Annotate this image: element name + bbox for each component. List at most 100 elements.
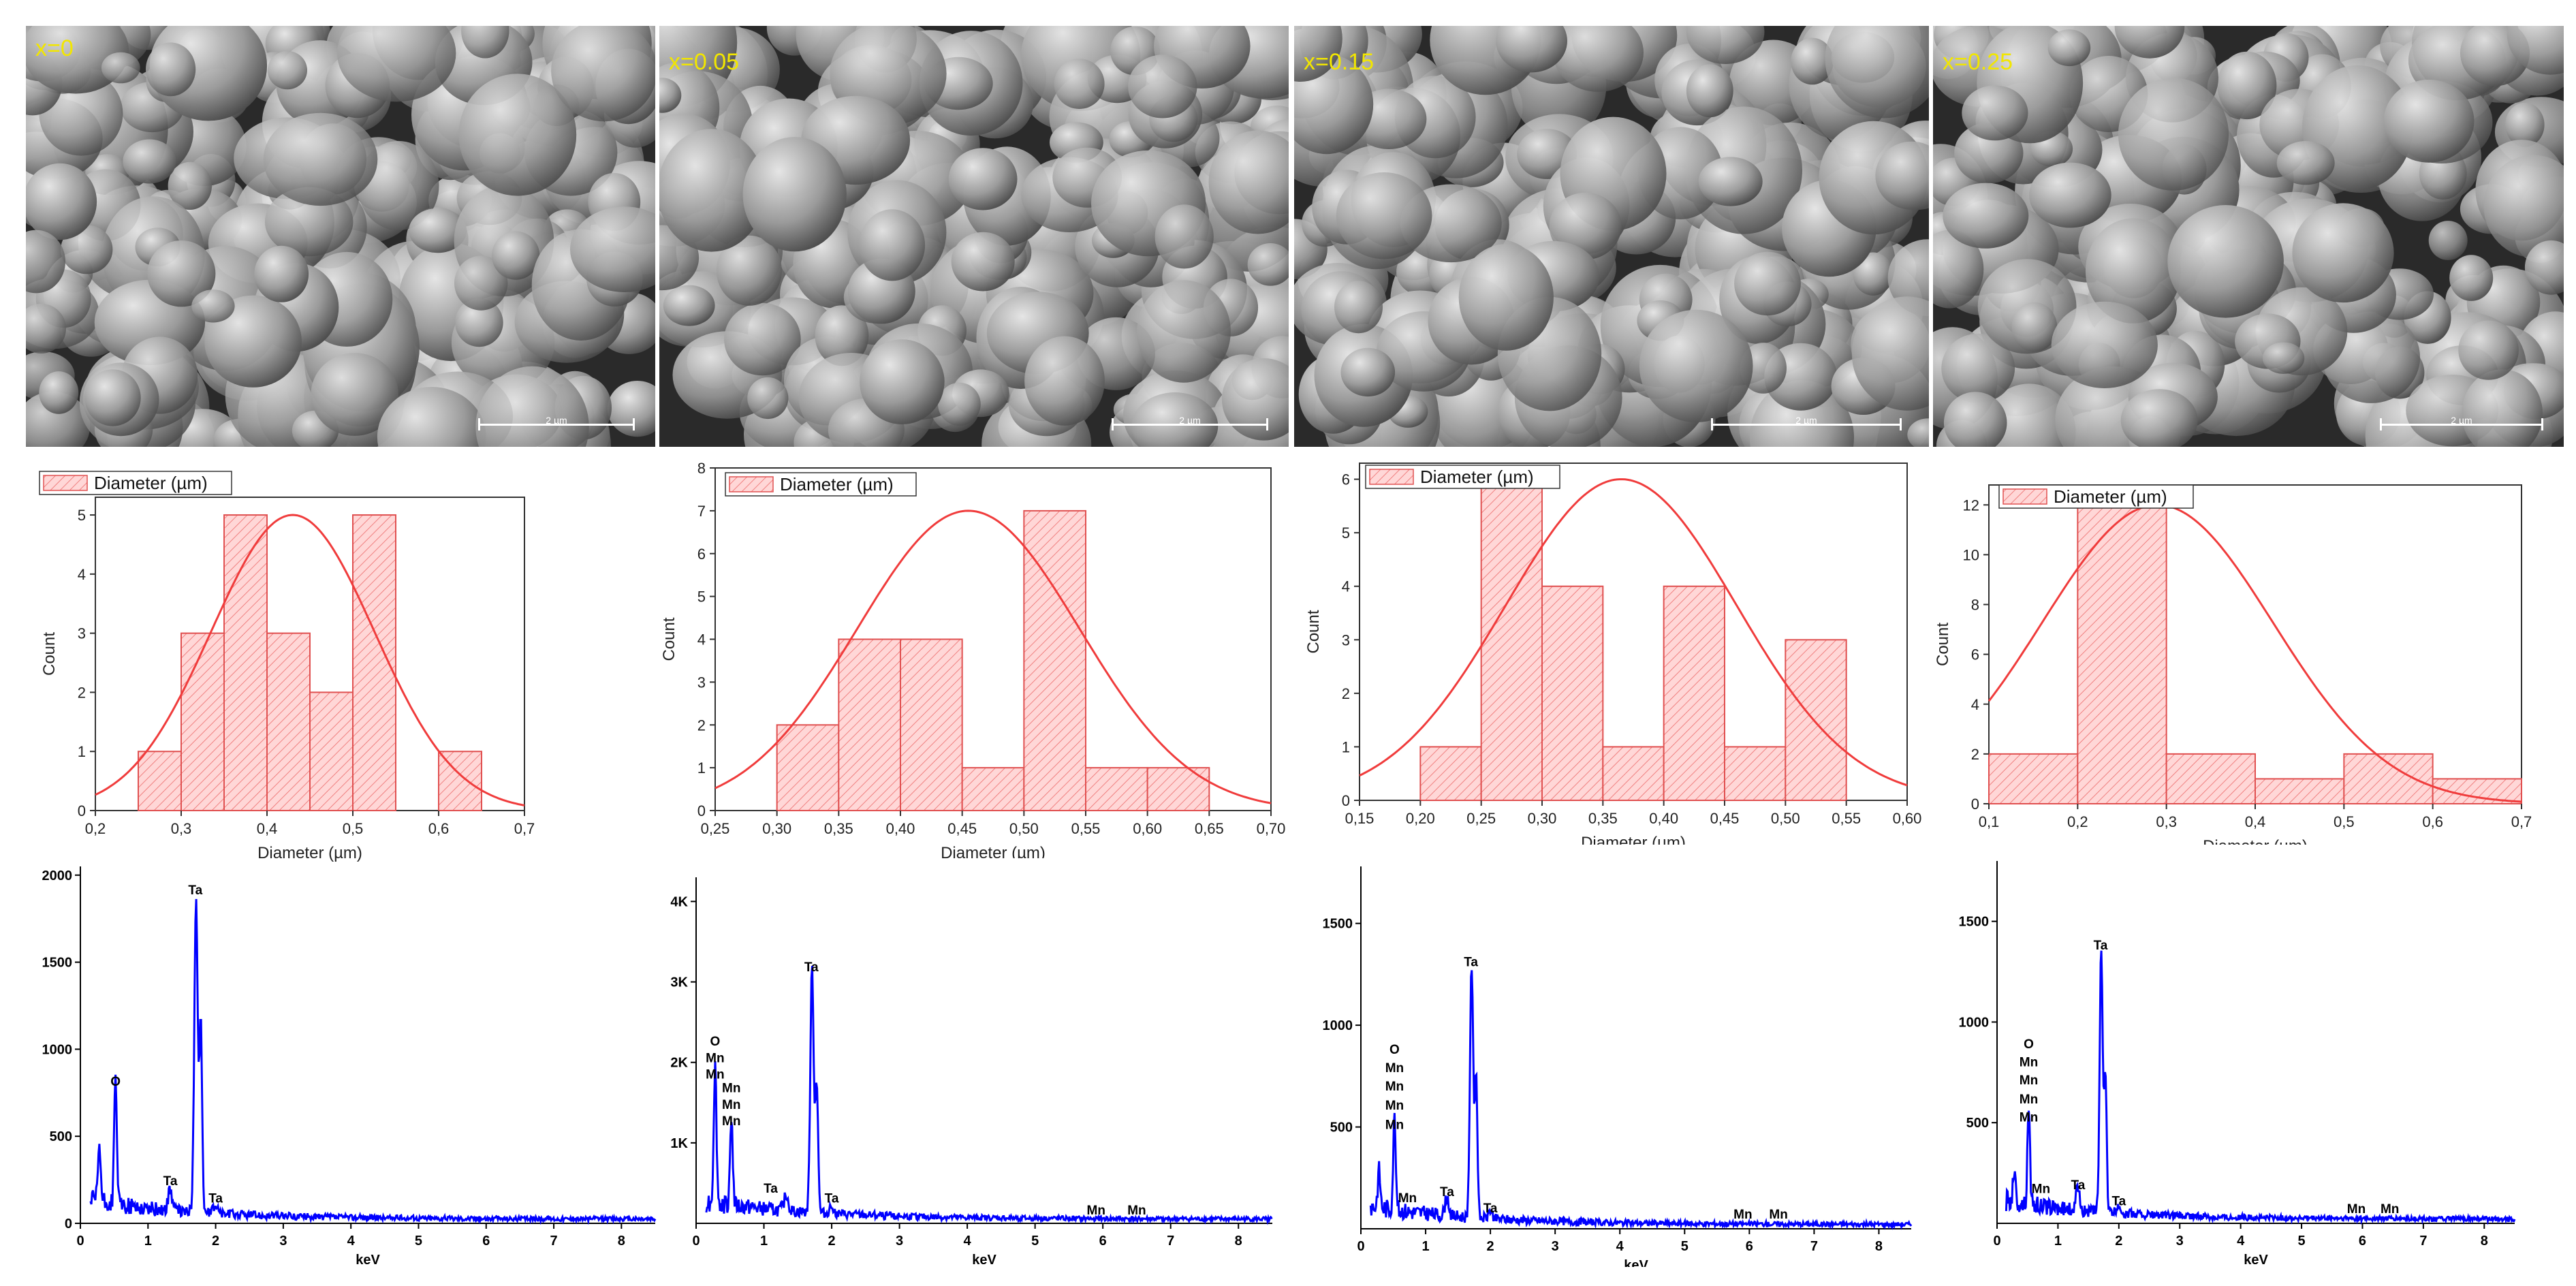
sem-grain xyxy=(263,112,378,206)
peak-label: Mn xyxy=(1087,1204,1105,1218)
peak-label: O xyxy=(2024,1037,2034,1052)
y-tick-label: 1000 xyxy=(1959,1015,1990,1030)
sem-grain xyxy=(570,206,655,292)
histogram-bar xyxy=(138,751,182,811)
x-tick-label: 0,20 xyxy=(1406,810,1435,827)
peak-label: Mn xyxy=(2032,1182,2050,1197)
sem-grain xyxy=(1982,383,2076,447)
scale-bar: 2 µm xyxy=(478,413,635,436)
sem-grain xyxy=(1054,59,1105,109)
sem-grain xyxy=(1131,392,1219,447)
y-tick-label: 1000 xyxy=(1323,1018,1353,1033)
histogram-bar xyxy=(1085,767,1148,811)
peak-label: Ta xyxy=(1464,955,1478,969)
y-tick-label: 12 xyxy=(1963,497,1979,514)
x-tick-label: 0,55 xyxy=(1832,810,1861,827)
legend-label: Diameter (µm) xyxy=(780,474,894,495)
x-tick-label: 0,60 xyxy=(1133,820,1162,837)
legend-swatch xyxy=(729,476,774,492)
sem-grain xyxy=(2276,141,2335,185)
y-tick-label: 1500 xyxy=(1323,917,1353,932)
x-tick-label: 6 xyxy=(1099,1234,1107,1249)
y-tick-label: 1K xyxy=(670,1136,688,1151)
peak-label: Ta xyxy=(764,1182,778,1196)
y-tick-label: 1 xyxy=(697,759,706,777)
y-axis-label: Count xyxy=(1934,623,1952,666)
peak-label: Mn xyxy=(722,1114,740,1129)
sem-grain xyxy=(1458,244,1554,351)
sem-grain xyxy=(1496,26,1567,73)
sem-grain xyxy=(409,208,467,253)
sem-grain xyxy=(1851,296,1929,411)
y-tick-label: 4K xyxy=(670,894,688,909)
sem-image-x015: x=0.15 2 µm xyxy=(1294,26,1929,447)
peak-label: Mn xyxy=(2020,1093,2038,1107)
peak-label: Mn xyxy=(2381,1202,2399,1217)
peak-label: Ta xyxy=(2111,1194,2126,1208)
peak-label: O xyxy=(1389,1043,1400,1057)
x-tick-label: 0,35 xyxy=(1588,810,1618,827)
histogram-bar xyxy=(2255,778,2345,804)
sem-grain xyxy=(2047,29,2091,67)
scale-bar: 2 µm xyxy=(1711,413,1902,436)
x-tick-label: 0,65 xyxy=(1195,820,1224,837)
histogram-bar xyxy=(2165,753,2257,804)
sem-grain xyxy=(204,295,302,388)
peak-label: Mn xyxy=(1733,1208,1752,1222)
sem-grain xyxy=(2483,155,2564,258)
sem-grain xyxy=(2462,369,2543,447)
legend-swatch xyxy=(1369,469,1414,485)
x-tick-label: 0,5 xyxy=(343,820,364,837)
y-tick-label: 0 xyxy=(1342,792,1350,809)
sem-grain xyxy=(1686,64,1733,118)
x-tick-label: 8 xyxy=(1235,1234,1242,1249)
histogram-bar xyxy=(266,632,311,811)
x-tick-label: 3 xyxy=(279,1234,287,1249)
sem-grain xyxy=(26,163,97,240)
sem-grain xyxy=(860,339,945,424)
x-axis-label: keV xyxy=(972,1253,996,1267)
x-tick-label: 4 xyxy=(2237,1234,2245,1249)
y-tick-label: 2 xyxy=(1342,685,1350,702)
sem-micrograph-x005 xyxy=(659,26,1289,447)
eds-spectrum-x0: 0 1 2 3 4 5 6 7 8 0 500 1000 1500 2000 keV O Ta Ta Ta xyxy=(42,866,657,1267)
sem-grain xyxy=(377,387,486,447)
x-tick-label: 2 xyxy=(1487,1239,1494,1254)
x-tick-label: 7 xyxy=(2419,1234,2427,1249)
x-tick-label: 5 xyxy=(1031,1234,1039,1249)
sem-grain xyxy=(1553,26,1644,92)
x-tick-label: 0,6 xyxy=(428,820,450,837)
sem-grain xyxy=(2449,255,2494,301)
sem-grain xyxy=(716,235,782,306)
peak-label: Mn xyxy=(706,1067,724,1082)
y-tick-label: 2K xyxy=(670,1056,688,1071)
sem-micrograph-x0 xyxy=(26,26,655,447)
peak-label: Mn xyxy=(1385,1099,1404,1113)
sem-image-x0: x=0 2 µm xyxy=(26,26,655,447)
histogram-bar xyxy=(900,638,963,811)
x-axis-label: keV xyxy=(356,1253,380,1267)
x-tick-label: 8 xyxy=(618,1234,625,1249)
y-tick-label: 2000 xyxy=(42,868,73,883)
peak-label: Mn xyxy=(722,1081,740,1095)
y-tick-label: 500 xyxy=(1966,1116,1989,1131)
peak-label: Mn xyxy=(1385,1118,1404,1133)
x-tick-label: 0,25 xyxy=(701,820,730,837)
sem-grain xyxy=(815,305,869,366)
sem-grain xyxy=(1734,251,1801,316)
sem-grain xyxy=(2114,26,2185,59)
sem-grain xyxy=(2507,26,2564,75)
x-tick-label: 7 xyxy=(550,1234,557,1249)
histogram-bar xyxy=(223,514,268,811)
histogram-bar xyxy=(2077,504,2167,804)
peak-label: Mn xyxy=(1769,1208,1787,1222)
y-tick-label: 4 xyxy=(78,566,86,583)
sem-grain xyxy=(61,225,113,275)
y-tick-label: 3 xyxy=(1342,631,1350,648)
y-tick-label: 500 xyxy=(50,1129,72,1144)
y-tick-label: 8 xyxy=(1971,597,1979,614)
x-tick-label: 8 xyxy=(1875,1239,1883,1254)
sem-grain xyxy=(1336,172,1432,260)
y-tick-label: 4 xyxy=(1971,696,1979,713)
x-tick-label: 0,30 xyxy=(1528,810,1557,827)
